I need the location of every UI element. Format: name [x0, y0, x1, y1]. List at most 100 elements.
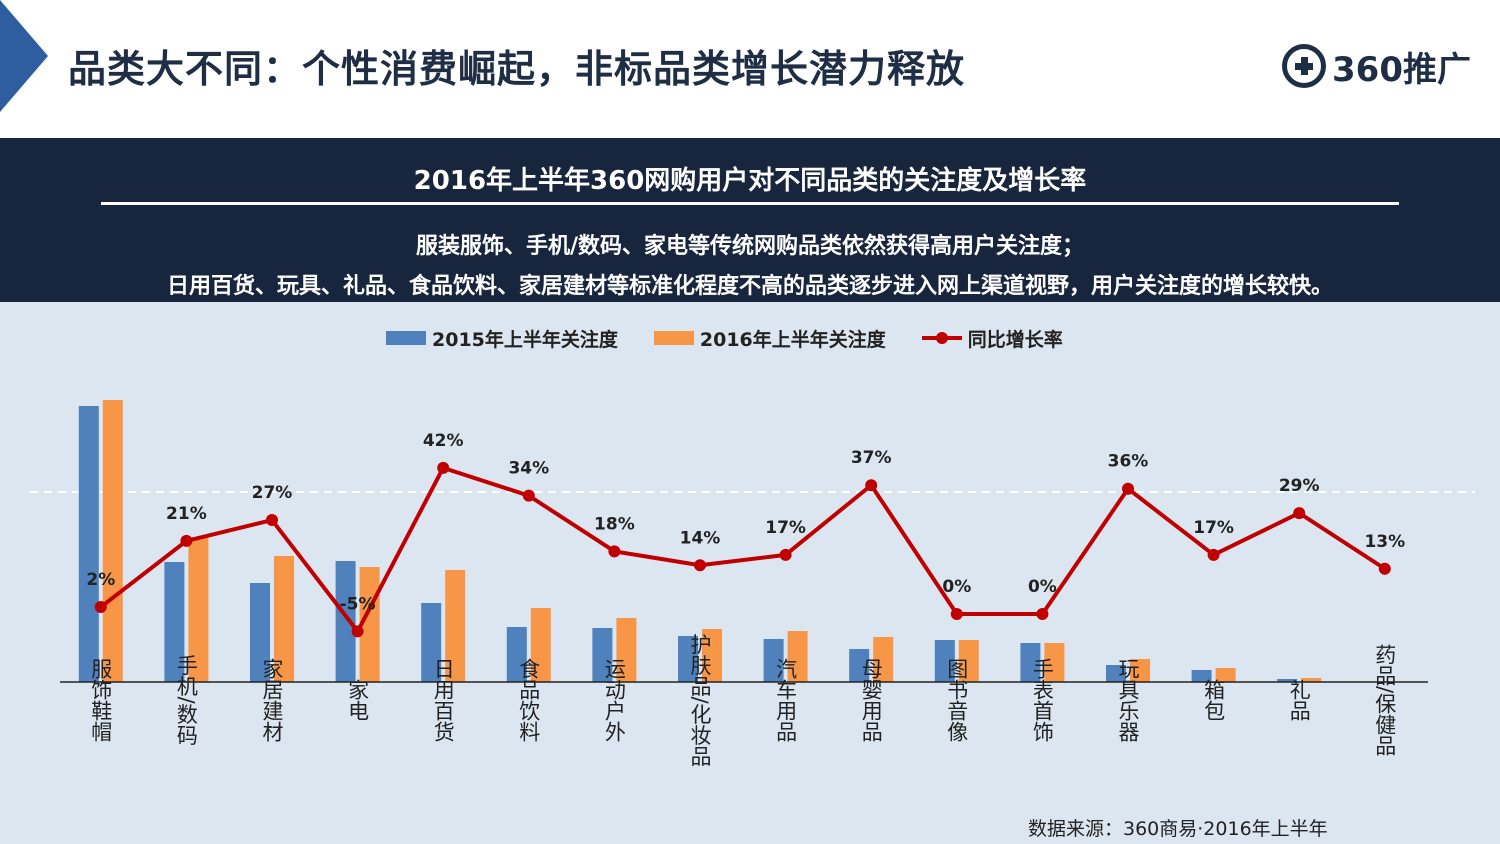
legend-swatch-growth [921, 330, 962, 346]
bar-2015-8 [763, 639, 784, 682]
growth-label-11: 0% [1028, 577, 1057, 597]
chart-legend: 2015年上半年关注度 2016年上半年关注度 同比增长率 [386, 324, 1099, 352]
page-title: 品类大不同：个性消费崛起，非标品类增长潜力释放 [68, 47, 966, 91]
category-label-4: 日用百货 [431, 658, 455, 742]
bar-2015-13 [1191, 670, 1212, 682]
growth-label-2: 27% [252, 483, 293, 503]
legend-swatch-2016 [653, 331, 694, 345]
growth-point-0 [94, 601, 107, 614]
plus-circle-icon [1282, 44, 1326, 88]
bar-2015-4 [421, 603, 442, 682]
category-label-12: 玩具乐器 [1116, 658, 1140, 742]
growth-label-12: 36% [1108, 452, 1149, 472]
corner-arrow-decoration [0, 0, 48, 112]
legend-label-growth: 同比增长率 [967, 328, 1063, 351]
growth-label-0: 2% [86, 570, 115, 590]
bar-2016-8 [787, 631, 808, 682]
growth-label-13: 17% [1193, 518, 1234, 538]
summary-line-2: 日用百货、玩具、礼品、食品饮料、家居建材等标准化程度不高的品类逐步进入网上渠道视… [166, 274, 1333, 299]
bar-2015-12 [1106, 665, 1126, 682]
growth-point-5 [522, 489, 535, 502]
bar-2015-5 [506, 627, 527, 682]
growth-label-14: 29% [1279, 476, 1320, 496]
category-label-6: 运动户外 [602, 658, 626, 742]
category-label-0: 服饰鞋帽 [89, 658, 113, 742]
chart-area [0, 302, 1500, 844]
growth-label-6: 18% [594, 514, 635, 534]
growth-point-14 [1293, 507, 1306, 520]
legend-swatch-2015 [386, 331, 426, 345]
bar-2016-6 [616, 618, 637, 682]
growth-label-15: 13% [1364, 532, 1405, 552]
category-label-1: 手机/数码 [174, 654, 198, 746]
bar-2015-7 [678, 636, 698, 682]
growth-point-3 [351, 625, 364, 638]
growth-line [99, 465, 1386, 634]
category-label-11: 手表首饰 [1030, 658, 1054, 742]
bar-2016-1 [188, 537, 209, 682]
growth-label-5: 34% [508, 459, 549, 479]
category-label-8: 汽车用品 [774, 658, 798, 742]
growth-label-4: 42% [423, 431, 464, 451]
growth-label-8: 17% [765, 518, 806, 538]
growth-point-15 [1378, 562, 1391, 575]
legend-item-growth: 同比增长率 [921, 325, 1063, 352]
growth-point-2 [266, 514, 278, 527]
legend-item-2016: 2016年上半年关注度 [653, 325, 886, 352]
bar-2016-14 [1301, 678, 1322, 682]
divider [101, 202, 1399, 205]
category-label-9: 母婴用品 [859, 658, 883, 742]
growth-label-1: 21% [166, 504, 207, 524]
bar-2016-7 [702, 629, 722, 682]
bar-2015-11 [1020, 643, 1041, 682]
legend-label-2015: 2015年上半年关注度 [432, 328, 618, 351]
category-label-5: 食品饮料 [517, 658, 541, 742]
bar-2015-0 [78, 406, 99, 682]
growth-label-10: 0% [942, 577, 971, 597]
category-label-3: 家电 [346, 679, 370, 721]
bar-2016-5 [530, 608, 551, 682]
bar-2016-4 [445, 570, 466, 682]
growth-point-11 [1036, 608, 1049, 620]
category-label-13: 箱包 [1202, 679, 1226, 721]
bar-2016-13 [1215, 668, 1236, 682]
data-source: 数据来源：360商易·2016年上半年 [1028, 818, 1328, 840]
growth-point-1 [180, 534, 193, 547]
growth-point-10 [950, 608, 963, 620]
legend-item-2015: 2015年上半年关注度 [386, 325, 618, 352]
category-label-10: 图书音像 [945, 658, 969, 742]
logo-text: 360推广 [1332, 49, 1471, 90]
bar-2016-2 [274, 556, 294, 682]
growth-point-6 [608, 545, 621, 558]
summary-line-1: 服装服饰、手机/数码、家电等传统网购品类依然获得高用户关注度； [415, 234, 1085, 259]
category-label-2: 家居建材 [260, 658, 284, 742]
growth-point-8 [779, 548, 792, 561]
growth-point-12 [1122, 482, 1134, 495]
bar-2016-10 [958, 640, 979, 682]
bar-2015-6 [592, 628, 613, 682]
growth-label-9: 37% [851, 448, 892, 468]
legend-label-2016: 2016年上半年关注度 [699, 328, 886, 351]
summary-band [0, 138, 1500, 302]
bar-2015-9 [849, 649, 870, 682]
growth-point-9 [865, 479, 878, 492]
bar-2015-14 [1277, 679, 1298, 682]
bar-2016-12 [1130, 659, 1150, 682]
category-label-15: 药品/保健品 [1373, 644, 1397, 757]
growth-label-3: -5% [340, 594, 376, 614]
bar-2016-11 [1044, 643, 1065, 682]
growth-point-4 [437, 461, 450, 474]
bar-2016-0 [102, 400, 123, 682]
bar-2015-10 [934, 640, 955, 682]
brand-logo: 360推广 [1282, 42, 1471, 90]
growth-point-7 [694, 559, 706, 572]
bar-2015-3 [335, 561, 356, 682]
category-label-7: 护肤品/化妆品 [688, 633, 712, 767]
growth-label-7: 14% [680, 528, 721, 548]
bar-2015-1 [164, 562, 185, 682]
chart-title: 2016年上半年360网购用户对不同品类的关注度及增长率 [413, 166, 1087, 196]
bar-2015-2 [250, 583, 270, 682]
category-label-14: 礼品 [1287, 679, 1311, 721]
growth-point-13 [1207, 548, 1220, 561]
